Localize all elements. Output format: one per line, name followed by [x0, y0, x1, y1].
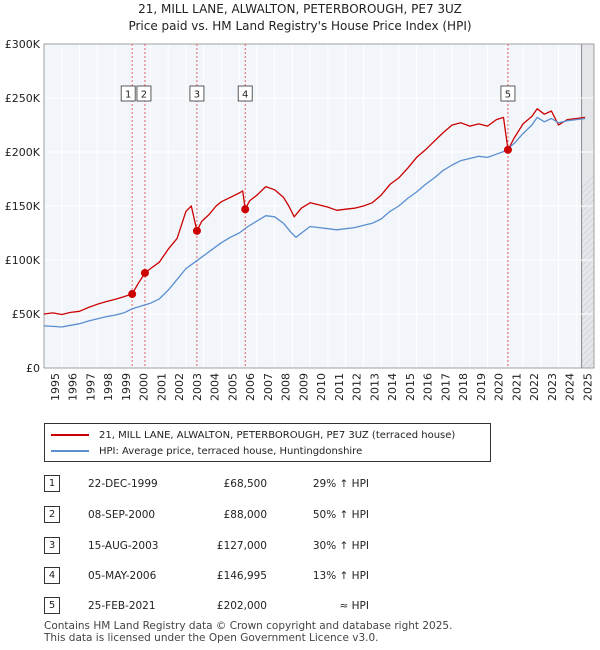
- hpi-line: [43, 116, 586, 328]
- x-tick-label: 2019: [475, 373, 488, 401]
- x-tick-label: 1998: [102, 373, 115, 401]
- y-tick-label: £250K: [5, 92, 41, 105]
- chart-subtitle: Price paid vs. HM Land Registry's House …: [128, 19, 472, 33]
- sale-hpi: 30% ↑ HPI: [312, 540, 369, 552]
- x-tick-label: 2001: [155, 373, 168, 401]
- x-tick-label: 2000: [138, 373, 151, 401]
- x-tick-label: 2011: [333, 373, 346, 401]
- x-tick-label: 2020: [493, 373, 506, 401]
- sale-price: £202,000: [216, 600, 267, 612]
- x-tick-label: 2008: [280, 373, 293, 401]
- sale-number-box: [120, 85, 136, 102]
- chart-title: 21, MILL LANE, ALWALTON, PETERBOROUGH, P…: [138, 2, 462, 16]
- x-tick-label: 2022: [528, 373, 541, 401]
- x-tick-label: 2017: [439, 373, 452, 401]
- legend-red-line: [51, 434, 89, 436]
- forecast-hatch: [593, 367, 594, 368]
- y-tick-label: £0: [26, 362, 40, 375]
- x-tick-label: 2010: [315, 373, 328, 401]
- y-tick-label: £50K: [12, 308, 41, 321]
- sale-number-box: [237, 85, 253, 102]
- sale-number-label: 3: [194, 90, 200, 101]
- footer-line-1: Contains HM Land Registry data © Crown c…: [44, 620, 453, 632]
- x-tick-label: 2016: [422, 373, 435, 401]
- sale-number-box: [189, 85, 205, 102]
- sale-number-label: 1: [125, 90, 131, 101]
- sale-price: £146,995: [216, 570, 267, 582]
- x-tick-label: 2009: [297, 373, 310, 401]
- price-paid-line: [43, 108, 586, 316]
- sale-number-box: 1: [44, 475, 60, 492]
- y-tick-label: £150K: [5, 200, 41, 213]
- x-tick-label: 1995: [49, 373, 62, 401]
- sale-number-label: 5: [505, 90, 511, 101]
- sale-number-box: [500, 85, 516, 102]
- x-tick-label: 2012: [351, 373, 364, 401]
- sale-date: 05-MAY-2006: [88, 570, 157, 582]
- sale-number-box: 3: [44, 537, 60, 554]
- y-tick-label: £100K: [5, 254, 41, 267]
- sale-price: £88,000: [223, 509, 267, 521]
- sale-point: [503, 145, 512, 154]
- x-tick-label: 2015: [404, 373, 417, 401]
- footer-attribution: Contains HM Land Registry data © Crown c…: [44, 620, 452, 644]
- sale-number-box: 4: [44, 567, 60, 584]
- sale-date: 15-AUG-2003: [88, 540, 159, 552]
- legend-item-price-paid: 21, MILL LANE, ALWALTON, PETERBOROUGH, P…: [51, 428, 455, 442]
- x-tick-label: 2013: [368, 373, 381, 401]
- table-row: 2 08-SEP-2000 £88,000 50% ↑ HPI: [44, 506, 444, 526]
- x-tick-label: 2021: [510, 373, 523, 401]
- sale-number-box: [136, 85, 152, 102]
- sale-date: 08-SEP-2000: [88, 509, 156, 521]
- x-tick-label: 2023: [546, 373, 559, 401]
- sale-hpi: 29% ↑ HPI: [312, 478, 369, 490]
- x-tick-label: 2014: [386, 373, 399, 401]
- sale-number-box: 5: [44, 597, 60, 614]
- legend-blue-label: HPI: Average price, terraced house, Hunt…: [99, 445, 363, 457]
- x-tick-label: 1996: [67, 373, 80, 401]
- chart-legend: 21, MILL LANE, ALWALTON, PETERBOROUGH, P…: [44, 423, 491, 462]
- sale-hpi: 50% ↑ HPI: [312, 509, 369, 521]
- y-tick-label: £300K: [5, 38, 41, 51]
- sale-number-label: 4: [242, 90, 248, 101]
- legend-item-hpi: HPI: Average price, terraced house, Hunt…: [51, 444, 362, 458]
- sale-price: £68,500: [223, 478, 267, 490]
- sale-point: [241, 205, 250, 214]
- footer-line-2: This data is licensed under the Open Gov…: [44, 632, 379, 644]
- sale-point: [128, 290, 137, 299]
- sale-date: 22-DEC-1999: [88, 478, 158, 490]
- table-row: 1 22-DEC-1999 £68,500 29% ↑ HPI: [44, 475, 444, 495]
- x-tick-label: 1999: [120, 373, 133, 401]
- x-tick-label: 2007: [262, 373, 275, 401]
- x-tick-label: 2003: [191, 373, 204, 401]
- x-tick-label: 1997: [84, 373, 97, 401]
- legend-red-label: 21, MILL LANE, ALWALTON, PETERBOROUGH, P…: [99, 429, 456, 441]
- sale-number-label: 2: [141, 90, 147, 101]
- plot-border: [43, 43, 595, 369]
- table-row: 3 15-AUG-2003 £127,000 30% ↑ HPI: [44, 537, 444, 557]
- x-tick-label: 2024: [564, 373, 577, 401]
- y-tick-label: £200K: [5, 146, 41, 159]
- price-chart: £0 £50K £100K £150K £200K £250K £300K 1995 1996 1…: [5, 38, 600, 401]
- sale-hpi: 13% ↑ HPI: [312, 570, 369, 582]
- sale-number-box: 2: [44, 506, 60, 523]
- table-row: 4 05-MAY-2006 £146,995 13% ↑ HPI: [44, 567, 444, 587]
- legend-blue-line: [51, 450, 89, 452]
- sale-point: [140, 268, 149, 277]
- x-tick-label: 2018: [457, 373, 470, 401]
- sale-date: 25-FEB-2021: [88, 600, 156, 612]
- table-row: 5 25-FEB-2021 £202,000 ≈ HPI: [44, 597, 444, 617]
- sale-hpi: ≈ HPI: [339, 600, 369, 612]
- x-tick-label: 2002: [173, 373, 186, 401]
- x-tick-label: 2005: [226, 373, 239, 401]
- sale-price: £127,000: [216, 540, 267, 552]
- x-tick-label: 2006: [244, 373, 257, 401]
- x-tick-label: 2004: [209, 373, 222, 401]
- x-tick-label: 2025: [581, 373, 594, 401]
- sale-point: [192, 226, 201, 235]
